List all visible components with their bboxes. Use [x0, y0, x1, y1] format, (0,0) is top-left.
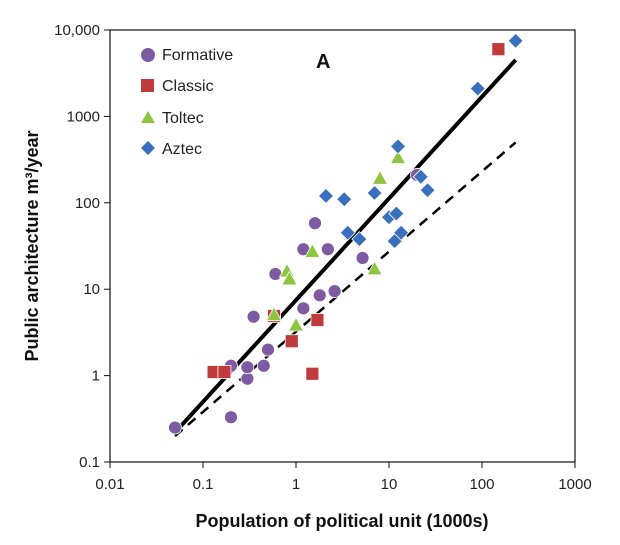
formative-point — [268, 267, 283, 281]
x-axis-title: Population of political unit (1000s) — [195, 511, 488, 531]
formative-point — [224, 410, 238, 425]
x-tick-label: 0.01 — [95, 476, 124, 493]
y-tick-label: 0.1 — [79, 454, 100, 471]
legend-marker-classic — [141, 79, 154, 92]
toltec-point — [281, 270, 298, 286]
y-tick-label: 1 — [92, 368, 100, 385]
aztec-point — [339, 224, 356, 241]
formative-point — [261, 342, 275, 357]
plot-frame — [109, 29, 576, 463]
x-axis-ticks: 0.01 0.1 1 10 100 1000 — [95, 462, 592, 493]
y-axis-title: Public architecture m³/year — [22, 130, 42, 361]
x-tick-label: 1 — [292, 476, 300, 493]
y-tick-label: 1000 — [67, 108, 100, 125]
formative-point — [355, 251, 370, 265]
aztec-point — [389, 138, 407, 155]
aztec-point — [388, 205, 405, 222]
legend: Formative Classic Toltec Aztec — [141, 47, 233, 158]
legend-marker-formative — [141, 48, 155, 62]
aztec-point — [507, 32, 524, 49]
aztec-point — [419, 182, 436, 199]
formative-point — [246, 309, 261, 324]
panel-label: A — [316, 51, 330, 73]
legend-label-toltec: Toltec — [162, 110, 204, 127]
toltec-point — [265, 306, 283, 322]
formative-point — [320, 242, 335, 257]
data-points — [168, 32, 524, 435]
y-axis-ticks: 0.1 1 10 100 1000 10,000 — [54, 22, 110, 471]
formative-point — [168, 420, 182, 435]
formative-point — [256, 358, 271, 373]
fit-lines — [173, 58, 518, 437]
legend-label-aztec: Aztec — [162, 141, 202, 158]
dashed-fit-line — [174, 141, 517, 437]
y-tick-label: 10,000 — [54, 22, 100, 39]
legend-label-formative: Formative — [162, 47, 233, 64]
toltec-point — [287, 316, 305, 332]
formative-point — [240, 360, 255, 375]
classic-point — [217, 365, 232, 379]
x-tick-label: 0.1 — [193, 476, 214, 493]
aztec-point — [469, 80, 486, 97]
aztec-point — [412, 168, 429, 185]
x-tick-label: 1000 — [558, 476, 591, 493]
aztec-point — [317, 187, 335, 205]
toltec-point — [304, 243, 321, 258]
classic-point — [310, 313, 325, 327]
x-tick-label: 10 — [381, 476, 398, 493]
formative-point — [308, 216, 322, 231]
classic-point — [284, 334, 299, 349]
legend-marker-aztec — [141, 141, 155, 155]
toltec-point — [389, 149, 407, 164]
formative-point — [240, 371, 255, 386]
classic-point — [305, 366, 320, 381]
legend-marker-toltec — [141, 111, 155, 123]
aztec-point — [393, 224, 410, 241]
legend-label-classic: Classic — [162, 78, 214, 95]
formative-point — [312, 288, 327, 303]
toltec-point — [371, 169, 389, 185]
formative-point — [327, 284, 342, 299]
x-tick-label: 100 — [469, 476, 494, 493]
aztec-point — [351, 231, 368, 248]
formative-point — [296, 301, 311, 316]
classic-point — [491, 42, 506, 57]
y-tick-label: 10 — [83, 281, 100, 298]
aztec-point — [366, 184, 383, 202]
y-tick-label: 100 — [75, 195, 100, 212]
aztec-point — [336, 191, 353, 208]
toltec-point — [366, 260, 383, 276]
